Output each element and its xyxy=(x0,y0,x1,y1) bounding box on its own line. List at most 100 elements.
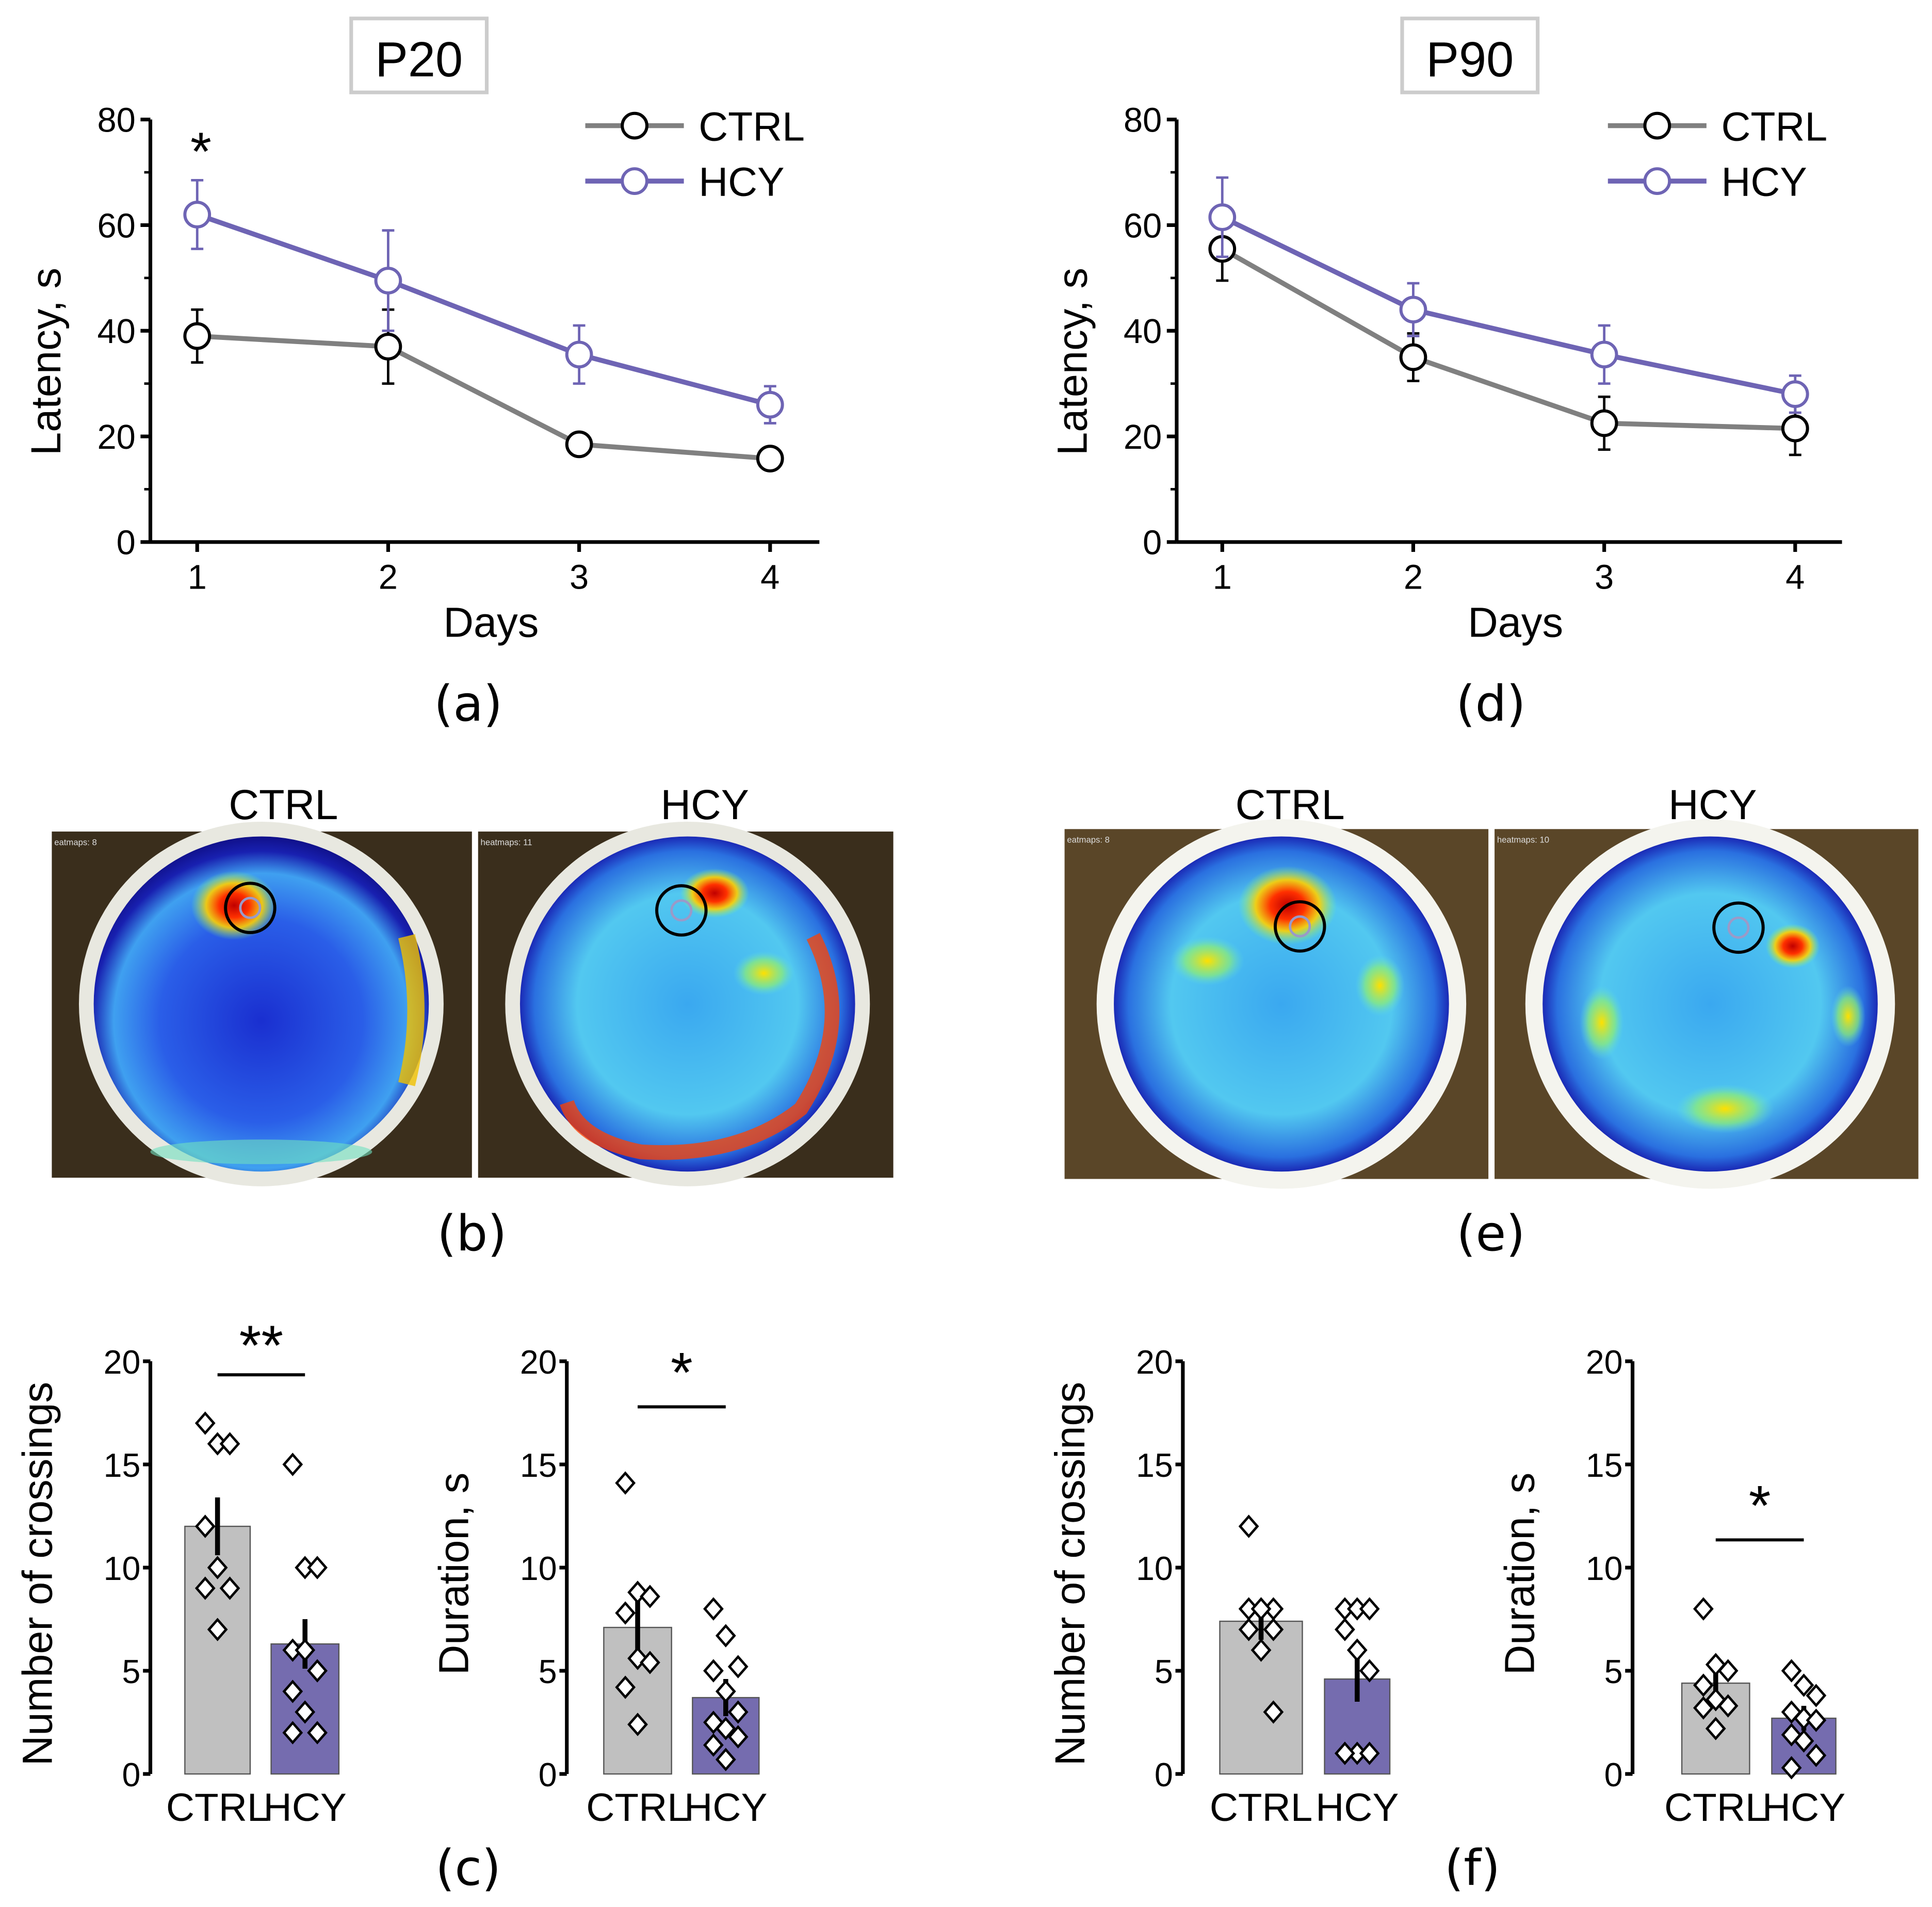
individual-point xyxy=(307,1556,328,1579)
legend-marker xyxy=(621,167,648,195)
y-tick-label: 15 xyxy=(1586,1447,1623,1484)
individual-point xyxy=(307,1721,328,1745)
x-tick-label: 3 xyxy=(570,558,589,597)
individual-point xyxy=(1693,1597,1714,1621)
y-tick-label: 20 xyxy=(97,418,135,457)
x-axis-label: Days xyxy=(443,599,539,646)
platform-zone xyxy=(1712,901,1765,954)
y-tick-label: 60 xyxy=(97,206,135,245)
series-line-hcy xyxy=(196,212,771,408)
latency-chart-p20: P20 0 20 40 60 80 1 2 3 4 Days Latency, s CTRL HCY * xyxy=(23,17,820,646)
significance-marker: ** xyxy=(239,1314,284,1377)
title-box xyxy=(349,17,489,94)
heatmap-p20-ctrl: eatmaps: 8 xyxy=(52,821,472,1186)
platform-icon xyxy=(670,899,693,922)
heatmap-overlay-text: eatmaps: 8 xyxy=(1067,835,1110,845)
platform-icon xyxy=(239,897,262,919)
panel-label-e: (e) xyxy=(1456,1204,1525,1262)
x-tick-label-ctrl: CTRL xyxy=(1210,1786,1313,1830)
individual-point xyxy=(1717,1659,1739,1683)
data-point-ctrl xyxy=(565,430,593,459)
y-axis-label: Number of crossings xyxy=(1047,1382,1094,1766)
x-tick-label: 2 xyxy=(379,558,398,597)
x-tick-label: 1 xyxy=(1213,558,1232,597)
individual-point xyxy=(194,1514,216,1538)
x-tick-label: 4 xyxy=(1785,558,1805,597)
y-tick-label: 80 xyxy=(97,101,135,140)
individual-point xyxy=(1359,1597,1380,1621)
platform-icon xyxy=(1289,915,1311,938)
panel-label-f: (f) xyxy=(1444,1839,1500,1897)
individual-point xyxy=(727,1655,749,1678)
individual-point xyxy=(727,1700,749,1724)
x-tick-label-ctrl: CTRL xyxy=(1664,1786,1767,1830)
individual-point xyxy=(615,1675,636,1699)
y-tick-label: 0 xyxy=(539,1756,557,1794)
individual-point xyxy=(1334,1618,1355,1641)
individual-point xyxy=(194,1576,216,1600)
legend-label-hcy: HCY xyxy=(699,159,784,205)
individual-point xyxy=(207,1618,228,1641)
title-box xyxy=(1400,17,1540,94)
y-tick-label: 10 xyxy=(1586,1550,1623,1587)
individual-point xyxy=(1263,1618,1284,1641)
data-point-hcy xyxy=(1208,203,1237,231)
individual-point xyxy=(219,1432,240,1456)
individual-point xyxy=(1705,1717,1726,1740)
individual-point xyxy=(1693,1696,1714,1720)
individual-point xyxy=(703,1733,724,1757)
series-line-hcy xyxy=(1221,215,1796,397)
y-tick-label: 20 xyxy=(520,1344,557,1381)
data-point-hcy xyxy=(374,267,402,295)
y-tick-label: 40 xyxy=(97,312,135,351)
individual-point xyxy=(715,1624,736,1648)
panel-label-a: (a) xyxy=(434,675,502,732)
y-axis-label: Latency, s xyxy=(23,268,70,455)
individual-point xyxy=(1793,1706,1814,1730)
individual-point xyxy=(615,1471,636,1495)
y-tick-label: 80 xyxy=(1124,101,1162,140)
individual-point xyxy=(1251,1597,1272,1621)
chart-title: P90 xyxy=(1426,32,1514,87)
platform-zone xyxy=(224,882,277,934)
platform-icon xyxy=(1727,916,1750,939)
series-line-ctrl xyxy=(1221,247,1795,431)
y-tick-label: 15 xyxy=(1136,1447,1173,1484)
x-tick-label-hcy: HCY xyxy=(1316,1786,1399,1830)
individual-point xyxy=(1781,1659,1802,1683)
panel-label-d: (d) xyxy=(1456,675,1525,732)
legend-marker xyxy=(1643,111,1671,140)
significance-marker: * xyxy=(1749,1475,1771,1538)
individual-point xyxy=(1263,1700,1284,1724)
x-tick-label: 3 xyxy=(1595,558,1614,597)
y-tick-label: 10 xyxy=(104,1550,141,1587)
individual-point xyxy=(1717,1694,1739,1718)
individual-point xyxy=(1359,1659,1380,1683)
heatmap-p90-ctrl: eatmaps: 8 xyxy=(1064,819,1489,1189)
heatmap-p90-hcy: heatmaps: 10 xyxy=(1495,819,1919,1189)
legend-marker xyxy=(621,111,648,140)
y-tick-label: 0 xyxy=(1604,1756,1623,1794)
y-axis-label: Duration, s xyxy=(431,1473,478,1675)
y-tick-label: 10 xyxy=(1136,1550,1173,1587)
data-point-ctrl xyxy=(1399,343,1427,371)
significance-marker: * xyxy=(190,122,212,182)
individual-point xyxy=(703,1710,724,1734)
individual-point xyxy=(715,1680,736,1703)
y-tick-label: 0 xyxy=(1155,1756,1173,1794)
individual-point xyxy=(1359,1741,1380,1765)
individual-point xyxy=(703,1597,724,1621)
data-point-hcy xyxy=(183,201,212,229)
x-tick-label-hcy: HCY xyxy=(684,1786,767,1830)
individual-point xyxy=(295,1700,316,1724)
x-tick-label-ctrl: CTRL xyxy=(166,1786,269,1830)
individual-point xyxy=(219,1576,240,1600)
individual-point xyxy=(1806,1708,1827,1732)
heatmap-title-p20-ctrl: CTRL xyxy=(229,781,338,828)
y-tick-label: 5 xyxy=(122,1653,141,1690)
y-tick-label: 40 xyxy=(1124,312,1162,351)
y-tick-label: 5 xyxy=(539,1653,557,1690)
data-point-ctrl xyxy=(1781,414,1809,443)
significance-marker: * xyxy=(671,1342,693,1405)
